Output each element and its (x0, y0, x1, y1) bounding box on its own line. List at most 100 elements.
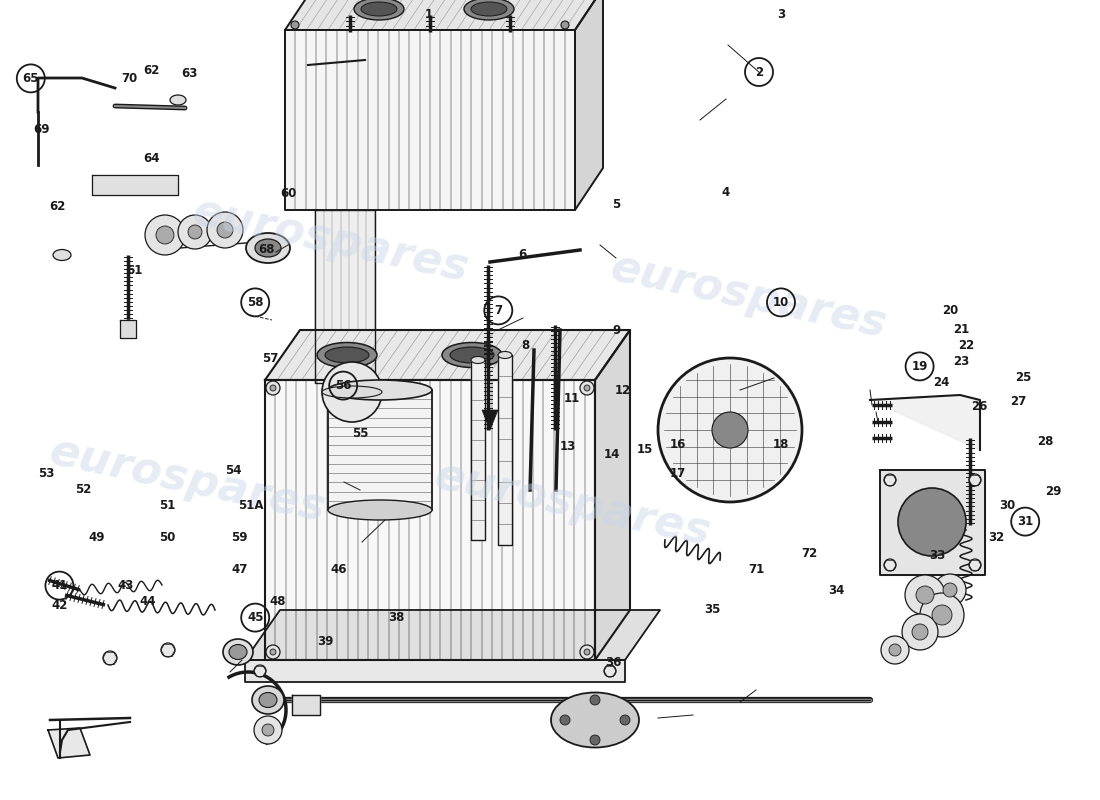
Text: 56: 56 (334, 379, 352, 392)
Text: 24: 24 (934, 376, 949, 389)
Circle shape (270, 649, 276, 655)
Circle shape (270, 385, 276, 391)
Ellipse shape (498, 351, 512, 358)
Circle shape (889, 644, 901, 656)
Circle shape (604, 665, 616, 677)
Circle shape (560, 715, 570, 725)
Circle shape (254, 665, 266, 677)
Polygon shape (595, 330, 630, 660)
Text: 69: 69 (33, 123, 51, 136)
Text: 52: 52 (76, 483, 91, 496)
Circle shape (161, 643, 175, 657)
Ellipse shape (322, 386, 382, 398)
Circle shape (156, 226, 174, 244)
Polygon shape (285, 0, 603, 30)
Text: 46: 46 (330, 563, 348, 576)
Text: 62: 62 (144, 64, 159, 77)
Ellipse shape (252, 686, 284, 714)
Circle shape (590, 695, 600, 705)
Text: 58: 58 (246, 296, 264, 309)
Polygon shape (92, 175, 178, 195)
Circle shape (912, 624, 928, 640)
Circle shape (969, 474, 981, 486)
Circle shape (916, 586, 934, 604)
Text: 6: 6 (518, 248, 527, 261)
Circle shape (266, 381, 280, 395)
Ellipse shape (450, 347, 494, 363)
Text: 72: 72 (802, 547, 817, 560)
Ellipse shape (317, 342, 377, 367)
Circle shape (292, 21, 299, 29)
Text: 10: 10 (773, 296, 789, 309)
Text: 55: 55 (352, 427, 370, 440)
Ellipse shape (255, 239, 280, 257)
Text: 21: 21 (954, 323, 969, 336)
Circle shape (884, 474, 896, 486)
Ellipse shape (246, 233, 290, 263)
Ellipse shape (328, 500, 432, 520)
Polygon shape (120, 320, 136, 338)
Ellipse shape (258, 693, 277, 707)
Text: 13: 13 (560, 440, 575, 453)
Text: 59: 59 (232, 531, 249, 544)
Text: 44: 44 (139, 595, 156, 608)
Text: 1: 1 (425, 8, 433, 21)
Circle shape (207, 212, 243, 248)
Text: 7: 7 (494, 304, 503, 317)
Polygon shape (498, 355, 512, 545)
Text: 43: 43 (118, 579, 133, 592)
Text: 50: 50 (160, 531, 175, 544)
Text: 27: 27 (1011, 395, 1026, 408)
Text: 51A: 51A (238, 499, 264, 512)
Circle shape (920, 593, 964, 637)
Text: 4: 4 (722, 186, 730, 198)
Circle shape (884, 559, 896, 571)
Circle shape (254, 716, 282, 744)
Circle shape (266, 645, 280, 659)
Circle shape (584, 649, 590, 655)
Ellipse shape (898, 488, 966, 556)
Ellipse shape (229, 645, 248, 659)
Circle shape (322, 362, 382, 422)
Text: 48: 48 (268, 595, 286, 608)
Circle shape (943, 583, 957, 597)
Polygon shape (315, 210, 375, 383)
Polygon shape (265, 380, 595, 660)
Text: 22: 22 (958, 339, 974, 352)
Polygon shape (482, 410, 498, 430)
Text: 26: 26 (971, 400, 987, 413)
Text: 47: 47 (232, 563, 248, 576)
Circle shape (590, 735, 600, 745)
Text: 60: 60 (280, 187, 296, 200)
Text: 11: 11 (564, 392, 580, 405)
Circle shape (188, 225, 202, 239)
Text: 70: 70 (122, 72, 138, 85)
Text: 35: 35 (705, 603, 720, 616)
Circle shape (934, 574, 966, 606)
Polygon shape (245, 660, 625, 682)
Text: 19: 19 (912, 360, 927, 373)
Text: 45: 45 (246, 611, 264, 624)
Polygon shape (575, 0, 603, 210)
Text: 38: 38 (388, 611, 404, 624)
Circle shape (561, 21, 569, 29)
Text: 5: 5 (612, 198, 620, 210)
Text: 17: 17 (670, 467, 685, 480)
Text: 23: 23 (954, 355, 969, 368)
Text: 42: 42 (52, 599, 67, 612)
Text: 14: 14 (604, 448, 619, 461)
Text: 39: 39 (318, 635, 333, 648)
Text: 63: 63 (182, 67, 197, 80)
Circle shape (902, 614, 938, 650)
Text: 8: 8 (521, 339, 530, 352)
Text: 49: 49 (88, 531, 106, 544)
Text: 3: 3 (777, 8, 785, 21)
Circle shape (905, 575, 945, 615)
Text: eurospares: eurospares (188, 190, 472, 290)
Text: 41: 41 (52, 579, 67, 592)
Text: 53: 53 (39, 467, 54, 480)
Text: 51: 51 (160, 499, 175, 512)
Ellipse shape (53, 250, 72, 261)
Ellipse shape (223, 639, 253, 665)
Polygon shape (870, 395, 980, 450)
